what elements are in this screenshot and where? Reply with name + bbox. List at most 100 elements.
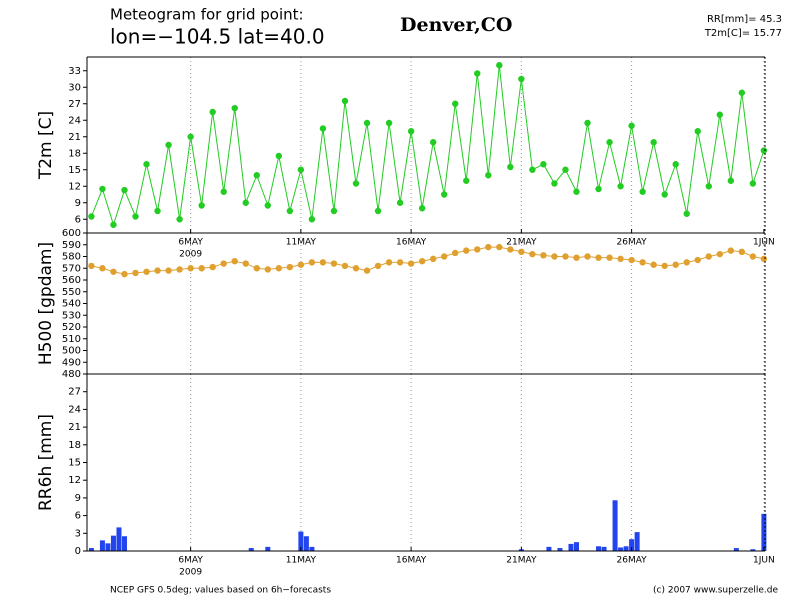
point bbox=[540, 161, 547, 168]
y-tick-label: 6 bbox=[75, 214, 81, 225]
point bbox=[99, 265, 106, 272]
bar bbox=[596, 546, 602, 551]
point bbox=[231, 258, 238, 265]
point bbox=[341, 97, 349, 105]
point bbox=[88, 213, 95, 220]
point bbox=[562, 166, 569, 173]
point bbox=[363, 119, 371, 127]
point bbox=[573, 188, 580, 195]
point bbox=[99, 185, 106, 193]
y-tick-label: 21 bbox=[68, 422, 81, 433]
y-tick-label: 30 bbox=[68, 82, 81, 93]
point bbox=[88, 262, 95, 270]
point bbox=[429, 139, 437, 146]
bar bbox=[761, 513, 767, 551]
y-tick-label: 540 bbox=[62, 299, 81, 310]
bar bbox=[629, 539, 635, 551]
bar bbox=[750, 549, 756, 551]
point bbox=[551, 180, 558, 187]
x-tick-label: 16MAY bbox=[396, 556, 427, 566]
point bbox=[253, 265, 260, 272]
x-tick-label: 1JUN bbox=[753, 238, 775, 248]
point bbox=[540, 252, 547, 259]
series-line bbox=[90, 65, 765, 227]
point bbox=[374, 207, 382, 215]
point bbox=[584, 253, 591, 260]
point bbox=[485, 243, 492, 251]
x-tick-label: 21MAY bbox=[506, 238, 537, 248]
y-tick-label: 33 bbox=[68, 66, 81, 77]
y-tick-label: 18 bbox=[68, 148, 81, 159]
point bbox=[672, 261, 679, 268]
chart-subtitle: lon=−104.5 lat=40.0 bbox=[110, 25, 325, 49]
point bbox=[595, 185, 602, 193]
point bbox=[165, 141, 172, 149]
point bbox=[209, 108, 216, 116]
point bbox=[275, 265, 283, 272]
point bbox=[165, 267, 172, 274]
bar bbox=[298, 531, 304, 551]
y-tick-label: 0 bbox=[75, 546, 81, 557]
point bbox=[639, 259, 646, 266]
x-tick-label: 21MAY bbox=[506, 556, 537, 566]
y-tick-label: 570 bbox=[62, 263, 81, 274]
point bbox=[507, 163, 514, 171]
point bbox=[396, 259, 404, 266]
y-tick-label: 550 bbox=[62, 287, 81, 298]
point bbox=[440, 253, 448, 260]
point bbox=[518, 248, 525, 255]
point bbox=[418, 205, 426, 212]
point bbox=[727, 177, 735, 184]
bar bbox=[265, 546, 271, 551]
x-tick-label: 11MAY bbox=[286, 556, 317, 566]
y-tick-label: 520 bbox=[62, 322, 81, 333]
point bbox=[231, 104, 238, 112]
point bbox=[452, 100, 459, 107]
point bbox=[749, 253, 757, 260]
chart-title: Meteogram for grid point: bbox=[110, 6, 304, 24]
point bbox=[154, 267, 161, 274]
point bbox=[330, 260, 338, 267]
bar bbox=[733, 548, 739, 551]
point bbox=[275, 152, 283, 160]
point bbox=[264, 266, 271, 273]
point bbox=[264, 202, 271, 209]
point bbox=[198, 202, 205, 209]
point bbox=[407, 128, 415, 135]
y-tick-label: 12 bbox=[68, 475, 81, 486]
y-axis-label: RR6h [mm] bbox=[36, 414, 56, 511]
y-tick-label: 3 bbox=[75, 528, 81, 539]
y-tick-label: 9 bbox=[75, 493, 81, 504]
point bbox=[584, 119, 591, 127]
point bbox=[440, 191, 448, 198]
point bbox=[562, 253, 569, 260]
bar bbox=[557, 548, 563, 551]
point bbox=[319, 259, 327, 266]
point bbox=[639, 188, 646, 195]
point bbox=[672, 161, 679, 168]
y-tick-label: 490 bbox=[62, 357, 81, 368]
point bbox=[463, 247, 470, 254]
x-tick-label: 6MAY bbox=[178, 556, 203, 566]
footer-right: (c) 2007 www.superzelle.de bbox=[653, 586, 778, 596]
point bbox=[209, 263, 216, 271]
x-tick-label: 26MAY bbox=[617, 556, 648, 566]
point bbox=[595, 254, 602, 261]
point bbox=[297, 261, 305, 268]
point bbox=[617, 183, 624, 190]
point bbox=[308, 216, 316, 223]
x-tick-label: 26MAY bbox=[617, 238, 648, 248]
bar bbox=[546, 546, 552, 551]
y-tick-label: 12 bbox=[68, 181, 81, 192]
y-tick-label: 15 bbox=[68, 458, 81, 469]
point bbox=[418, 258, 426, 265]
point bbox=[143, 161, 150, 168]
x-tick-label: 6MAY bbox=[178, 238, 203, 248]
y-axis-label: H500 [gpdam] bbox=[36, 242, 56, 365]
point bbox=[705, 253, 712, 260]
year-label: 2009 bbox=[179, 568, 202, 578]
point bbox=[121, 186, 128, 194]
point bbox=[176, 266, 183, 273]
point bbox=[110, 268, 117, 275]
